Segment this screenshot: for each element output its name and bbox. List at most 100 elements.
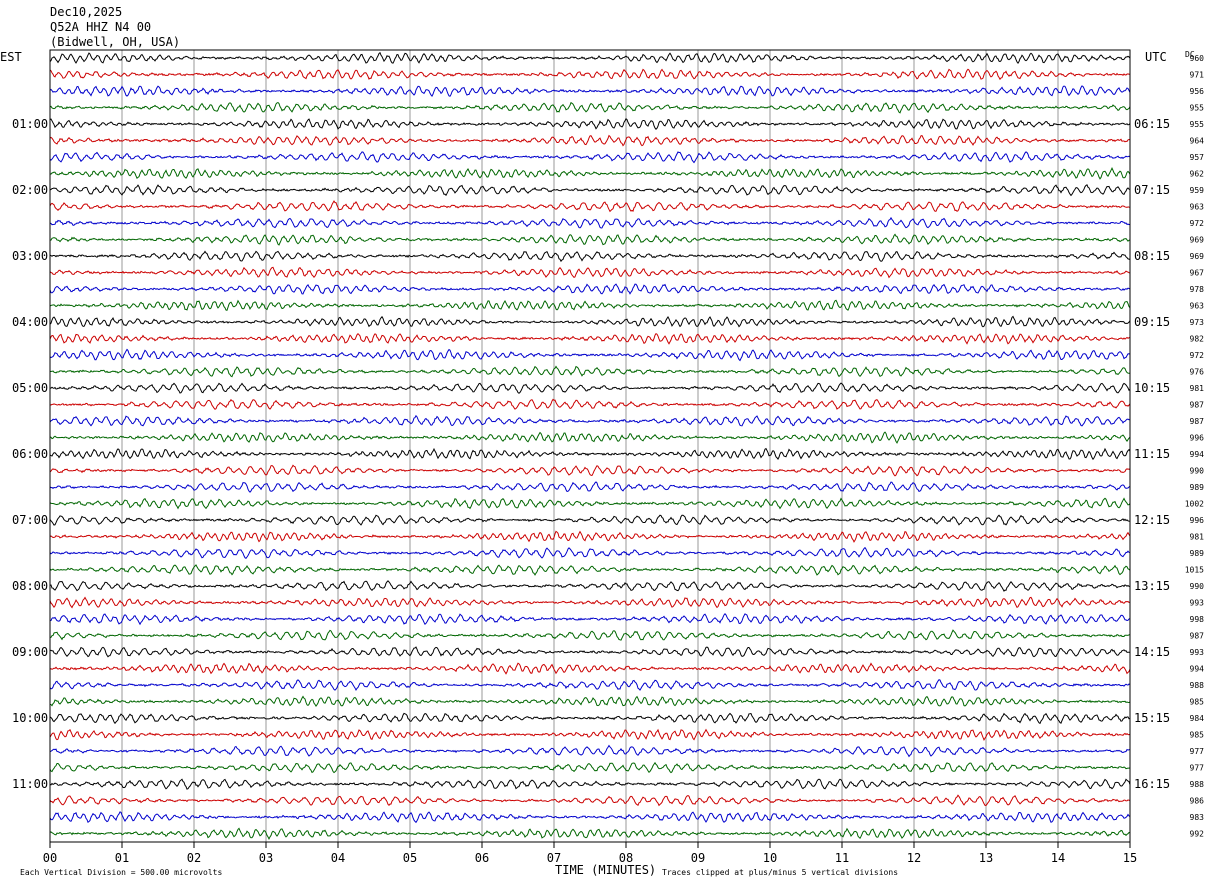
trace-line (49, 51, 1131, 65)
dc-offset-label: 1002 (1185, 500, 1204, 509)
left-hour-label: 10:00 (12, 711, 48, 725)
trace-line (49, 233, 1131, 246)
dc-offset-label: 973 (1190, 318, 1205, 327)
trace-line (49, 497, 1131, 510)
dc-offset-label: 963 (1190, 203, 1205, 212)
left-hour-labels: 01:00 02:00 03:00 04:00 05:00 06:00 07:00 08:00… (12, 117, 48, 791)
dc-offset-label: 981 (1190, 533, 1205, 542)
x-tick-label: 13 (979, 851, 993, 865)
left-hour-label: 02:00 (12, 183, 48, 197)
dc-offset-label: 956 (1190, 87, 1205, 96)
header-station: Q52A HHZ N4 00 (50, 20, 151, 34)
trace-line (49, 68, 1131, 81)
x-tick-label: 09 (691, 851, 705, 865)
left-hour-label: 11:00 (12, 777, 48, 791)
dc-offset-label: 996 (1190, 516, 1205, 525)
trace-line (49, 414, 1131, 427)
right-hour-label: 11:15 (1134, 447, 1170, 461)
trace-line (49, 761, 1131, 774)
dc-offset-labels: 960 971 956 955 955 964 957 962 959 963 972 969 969 9… (1185, 54, 1204, 839)
trace-line (49, 134, 1131, 147)
dc-offset-label: 988 (1190, 681, 1205, 690)
left-hour-label: 09:00 (12, 645, 48, 659)
x-tick-label: 05 (403, 851, 417, 865)
right-hour-label: 09:15 (1134, 315, 1170, 329)
trace-line (49, 431, 1131, 444)
trace-line (49, 794, 1131, 807)
x-tick-label: 10 (763, 851, 777, 865)
dc-offset-label: 964 (1190, 137, 1205, 146)
right-hour-label: 14:15 (1134, 645, 1170, 659)
trace-line (49, 662, 1131, 675)
header-date: Dec10,2025 (50, 5, 122, 19)
left-hour-label: 03:00 (12, 249, 48, 263)
trace-line (49, 530, 1131, 543)
dc-offset-label: 989 (1190, 549, 1205, 558)
dc-offset-label: 977 (1190, 747, 1205, 756)
dc-offset-label: 982 (1190, 335, 1205, 344)
dc-offset-label: 994 (1190, 450, 1205, 459)
x-tick-label: 12 (907, 851, 921, 865)
trace-line (49, 348, 1131, 362)
x-tick-label: 02 (187, 851, 201, 865)
right-hour-labels: 06:15 07:15 08:15 09:15 10:15 11:15 12:15 13:15… (1134, 117, 1170, 791)
left-hour-label: 07:00 (12, 513, 48, 527)
x-tick-label: 03 (259, 851, 273, 865)
dc-offset-label: 984 (1190, 714, 1205, 723)
left-zone-label: EST (0, 50, 22, 64)
dc-offset-label: 976 (1190, 368, 1205, 377)
dc-offset-label: 983 (1190, 813, 1205, 822)
header-location: (Bidwell, OH, USA) (50, 35, 180, 49)
left-hour-label: 06:00 (12, 447, 48, 461)
grid-lines (121, 50, 1059, 842)
trace-line (49, 679, 1131, 691)
trace-line (49, 266, 1131, 279)
dc-offset-label: 972 (1190, 351, 1205, 360)
left-hour-label: 08:00 (12, 579, 48, 593)
x-tick-label: 08 (619, 851, 633, 865)
dc-offset-label: 996 (1190, 434, 1205, 443)
right-zone-label: UTC (1145, 50, 1167, 64)
dc-offset-label: 978 (1190, 285, 1205, 294)
dc-offset-label: 1015 (1185, 566, 1204, 575)
right-hour-label: 15:15 (1134, 711, 1170, 725)
left-hour-label: 01:00 (12, 117, 48, 131)
trace-line (49, 151, 1131, 164)
dc-offset-label: 967 (1190, 269, 1205, 278)
left-hour-label: 04:00 (12, 315, 48, 329)
right-hour-label: 16:15 (1134, 777, 1170, 791)
trace-line (49, 299, 1131, 311)
trace-line (49, 315, 1131, 328)
dc-offset-label: 977 (1190, 764, 1205, 773)
dc-offset-label: 985 (1190, 731, 1205, 740)
dc-offset-label: 994 (1190, 665, 1205, 674)
trace-line (49, 629, 1131, 641)
dc-offset-label: 962 (1190, 170, 1205, 179)
right-hour-label: 12:15 (1134, 513, 1170, 527)
dc-label: DC (1185, 50, 1195, 59)
dc-offset-label: 969 (1190, 252, 1205, 261)
x-tick-label: 07 (547, 851, 561, 865)
dc-offset-label: 987 (1190, 401, 1205, 410)
x-axis-ticks: 00 01 02 03 04 05 06 07 08 09 10 11 12 13 14 15 (43, 842, 1137, 865)
dc-offset-label: 985 (1190, 698, 1205, 707)
trace-line (49, 250, 1131, 263)
dc-offset-label: 990 (1190, 582, 1205, 591)
x-tick-label: 14 (1051, 851, 1065, 865)
trace-line (49, 695, 1131, 708)
dc-offset-label: 972 (1190, 219, 1205, 228)
right-hour-label: 10:15 (1134, 381, 1170, 395)
trace-line (49, 118, 1131, 130)
trace-line (49, 712, 1131, 725)
trace-line (49, 365, 1130, 378)
dc-offset-label: 955 (1190, 104, 1205, 113)
right-hour-label: 06:15 (1134, 117, 1170, 131)
dc-offset-label: 998 (1190, 615, 1205, 624)
dc-offset-label: 960 (1190, 54, 1205, 63)
right-hour-label: 13:15 (1134, 579, 1170, 593)
trace-line (49, 464, 1131, 477)
trace-line (49, 514, 1131, 526)
dc-offset-label: 963 (1190, 302, 1205, 311)
trace-line (49, 728, 1131, 742)
